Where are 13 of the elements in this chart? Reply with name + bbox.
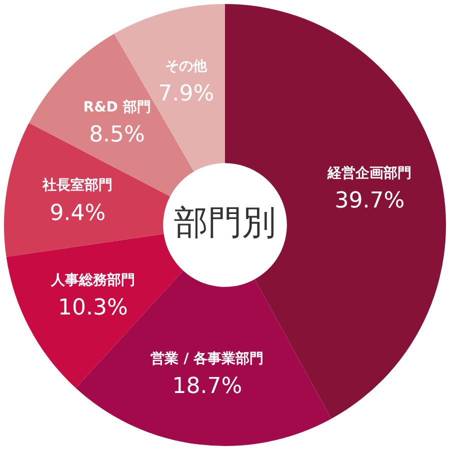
slice-label: R&D 部門 xyxy=(83,98,151,116)
slice-label: 経営企画部門 xyxy=(326,164,412,182)
slice-label: 営業 / 各事業部門 xyxy=(150,350,264,367)
data-label: 39.7% xyxy=(334,188,405,214)
slice-label: その他 xyxy=(165,58,208,74)
data-label: 7.9% xyxy=(158,81,214,106)
data-label: 8.5% xyxy=(89,122,145,148)
data-label: 10.3% xyxy=(58,296,128,321)
data-label: 9.4% xyxy=(50,200,106,226)
slice-label: 社長室部門 xyxy=(42,176,113,194)
slice-label: 人事総務部門 xyxy=(50,272,135,289)
text: 部門別 xyxy=(174,202,276,243)
data-label: 18.7% xyxy=(172,374,242,400)
